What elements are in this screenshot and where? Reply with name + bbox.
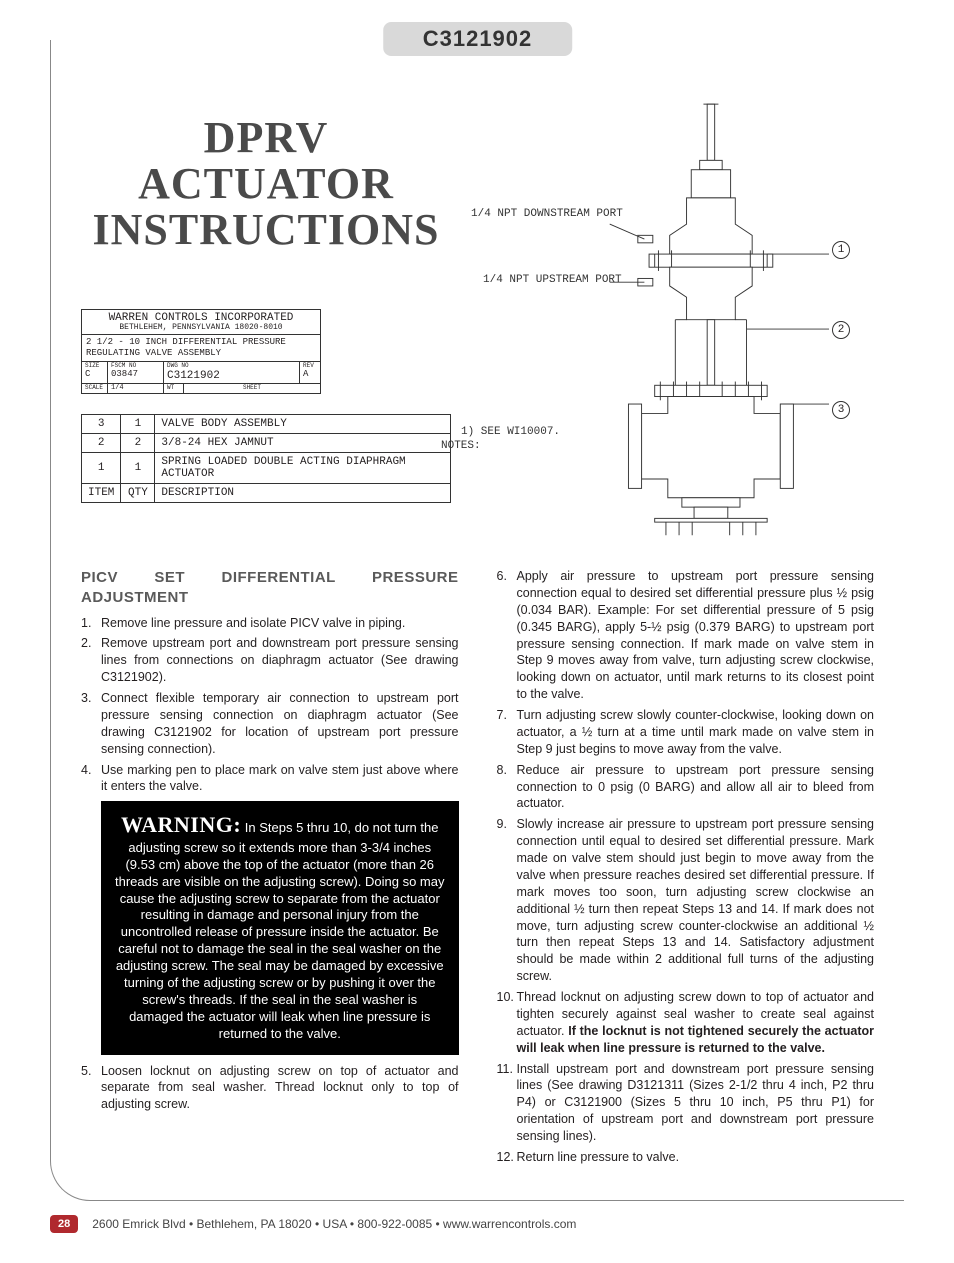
list-item: Install upstream port and downstream por… (497, 1061, 875, 1145)
warning-text: In Steps 5 thru 10, do not turn the adju… (115, 820, 445, 1040)
list-item: Use marking pen to place mark on valve s… (81, 762, 459, 796)
list-item: Slowly increase air pressure to upstream… (497, 816, 875, 985)
bom-item: 3 (82, 415, 121, 434)
table-header-row: ITEMQTYDESCRIPTION (82, 484, 451, 503)
bom-table: 31VALVE BODY ASSEMBLY 223/8-24 HEX JAMNU… (81, 414, 451, 503)
bom-qty: 1 (121, 453, 155, 484)
document-title: DPRV ACTUATOR INSTRUCTIONS (81, 115, 451, 254)
top-area: DPRV ACTUATOR INSTRUCTIONS WARREN CONTRO… (81, 80, 874, 550)
tb-company: WARREN CONTROLS INCORPORATED (86, 312, 316, 324)
tb-scale-label: SCALE (85, 385, 104, 392)
instruction-list-left-2: Loosen locknut on adjusting screw on top… (81, 1063, 459, 1114)
warning-box: WARNING: In Steps 5 thru 10, do not turn… (101, 801, 459, 1054)
warning-title: WARNING: (121, 812, 241, 837)
step-10-bold: If the locknut is not tightened securely… (517, 1024, 875, 1055)
tb-fscm: 03847 (111, 369, 138, 379)
callout-3: 3 (832, 401, 850, 419)
bom-qty: 1 (121, 415, 155, 434)
page-number: 28 (50, 1215, 78, 1233)
tb-scale: 1/4 (111, 384, 124, 392)
valve-svg (471, 80, 874, 550)
instruction-columns: PICV SET DIFFERENTIAL PRESSURE ADJUSTMEN… (81, 568, 874, 1170)
drawing-title-block: WARREN CONTROLS INCORPORATED BETHLEHEM, … (81, 309, 321, 395)
tb-dwg: C3121902 (167, 370, 220, 382)
diagram-note: 1) SEE WI10007. (461, 426, 560, 438)
diagram-notes-hdr: NOTES: (441, 440, 481, 452)
bom-desc: SPRING LOADED DOUBLE ACTING DIAPHRAGM AC… (155, 453, 451, 484)
list-item: Reduce air pressure to upstream port pre… (497, 762, 875, 813)
tb-sheet-label: SHEET (187, 385, 317, 392)
right-column: Apply air pressure to upstream port pres… (497, 568, 875, 1170)
instruction-list-left: Remove line pressure and isolate PICV va… (81, 615, 459, 796)
page-footer: 28 2600 Emrick Blvd • Bethlehem, PA 1802… (50, 1215, 904, 1233)
tb-description: 2 1/2 - 10 INCH DIFFERENTIAL PRESSURE RE… (82, 335, 320, 362)
list-item: Remove line pressure and isolate PICV va… (81, 615, 459, 632)
tb-dwg-label: DWG NO (167, 363, 296, 370)
bom-hdr-desc: DESCRIPTION (155, 484, 451, 503)
bom-item: 1 (82, 453, 121, 484)
footer-text: 2600 Emrick Blvd • Bethlehem, PA 18020 •… (92, 1217, 576, 1231)
port-label-upstream: 1/4 NPT UPSTREAM PORT (483, 274, 622, 286)
bom-desc: 3/8-24 HEX JAMNUT (155, 434, 451, 453)
table-row: 31VALVE BODY ASSEMBLY (82, 415, 451, 434)
callout-2: 2 (832, 321, 850, 339)
callout-1: 1 (832, 241, 850, 259)
list-item: Connect flexible temporary air connectio… (81, 690, 459, 758)
bom-qty: 2 (121, 434, 155, 453)
list-item: Remove upstream port and downstream port… (81, 635, 459, 686)
section-heading: PICV SET DIFFERENTIAL PRESSURE ADJUSTMEN… (81, 568, 459, 609)
tb-address: BETHLEHEM, PENNSYLVANIA 18020-8010 (86, 324, 316, 333)
list-item: Return line pressure to valve. (497, 1149, 875, 1166)
port-label-downstream: 1/4 NPT DOWNSTREAM PORT (471, 208, 623, 220)
list-item: Thread locknut on adjusting screw down t… (497, 989, 875, 1057)
list-item: Loosen locknut on adjusting screw on top… (81, 1063, 459, 1114)
page-frame: C3121902 DPRV ACTUATOR INSTRUCTIONS WARR… (50, 40, 904, 1201)
left-column: PICV SET DIFFERENTIAL PRESSURE ADJUSTMEN… (81, 568, 459, 1170)
instruction-list-right: Apply air pressure to upstream port pres… (497, 568, 875, 1166)
valve-diagram: 1/4 NPT DOWNSTREAM PORT 1/4 NPT UPSTREAM… (471, 80, 874, 550)
list-item: Apply air pressure to upstream port pres… (497, 568, 875, 703)
list-item: Turn adjusting screw slowly counter-cloc… (497, 707, 875, 758)
table-row: 11SPRING LOADED DOUBLE ACTING DIAPHRAGM … (82, 453, 451, 484)
part-number: C3121902 (383, 22, 573, 56)
left-column-top: DPRV ACTUATOR INSTRUCTIONS WARREN CONTRO… (81, 80, 451, 550)
tb-size: C (85, 369, 90, 379)
bom-desc: VALVE BODY ASSEMBLY (155, 415, 451, 434)
tb-wt-label: WT (167, 385, 180, 392)
bom-hdr-item: ITEM (82, 484, 121, 503)
bom-hdr-qty: QTY (121, 484, 155, 503)
tb-rev: A (303, 369, 308, 379)
table-row: 223/8-24 HEX JAMNUT (82, 434, 451, 453)
bom-item: 2 (82, 434, 121, 453)
